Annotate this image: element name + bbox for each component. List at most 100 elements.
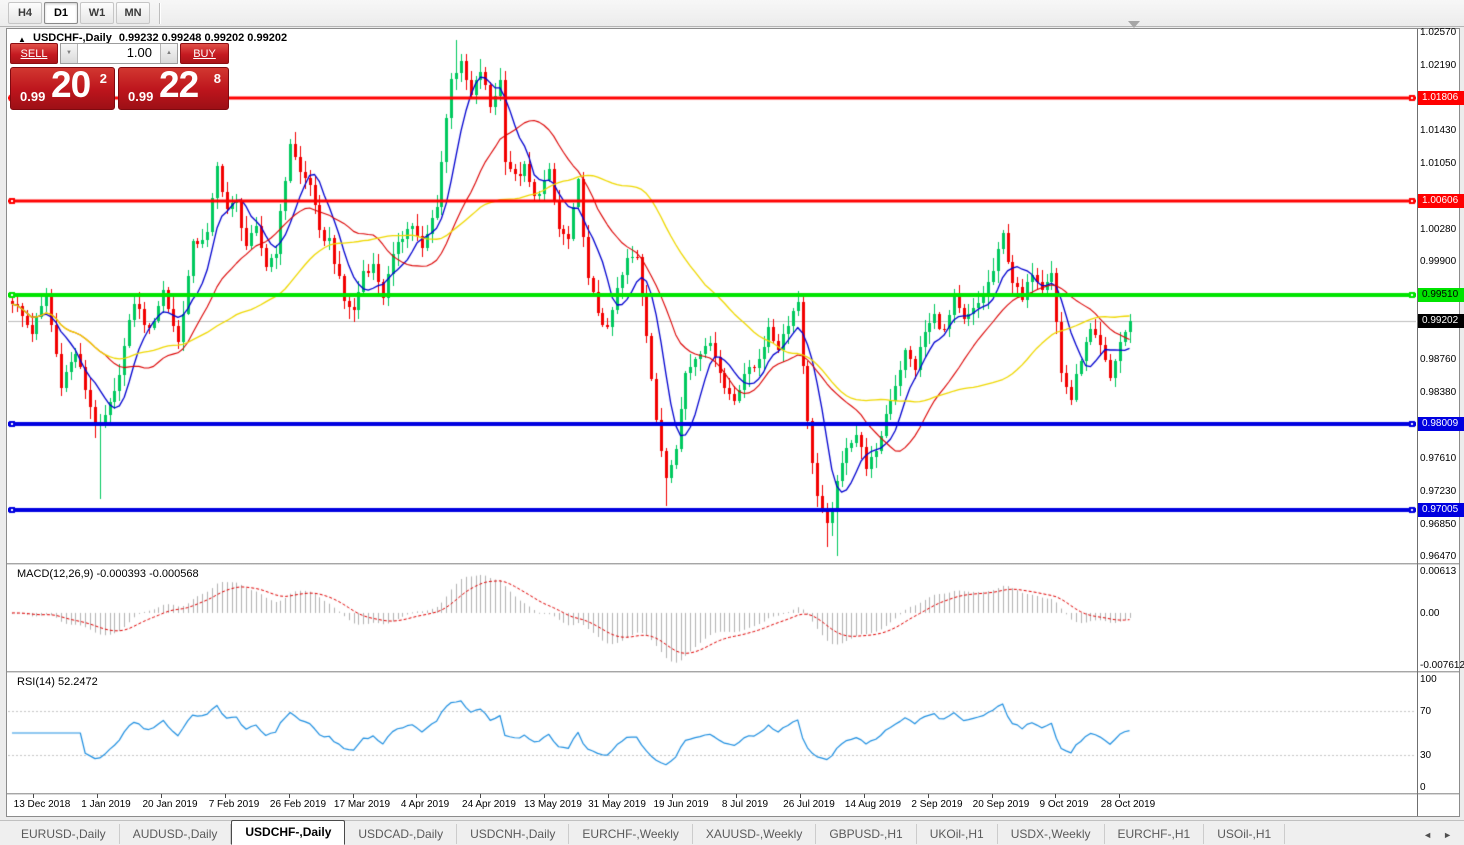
volume-decrease-button[interactable]: ▼ — [61, 44, 78, 63]
time-axis-label: 7 Feb 2019 — [208, 799, 260, 810]
rsi-axis-label: 0 — [1420, 782, 1426, 793]
time-axis-tick — [800, 794, 801, 798]
buy-price-point: 8 — [213, 71, 221, 86]
chart-ohlc-values: 0.99232 0.99248 0.99202 0.99202 — [118, 32, 288, 44]
time-axis-tick — [672, 794, 673, 798]
time-axis-label: 13 May 2019 — [524, 799, 582, 810]
chart-symbol-label: USDCHF-,Daily — [33, 32, 112, 44]
macd-axis-label: 0.00613 — [1420, 566, 1457, 577]
time-axis-tick — [97, 794, 98, 798]
price-level-label: 0.99510 — [1418, 288, 1464, 302]
price-axis-tick-label: 0.98380 — [1420, 387, 1457, 398]
timeframe-button-d1[interactable]: D1 — [44, 2, 78, 24]
macd-indicator-label: MACD(12,26,9) -0.000393 -0.000568 — [17, 568, 199, 580]
buy-price-button[interactable]: 0.99 22 8 — [118, 64, 229, 110]
time-axis-tick — [544, 794, 545, 798]
price-axis-tick-label: 1.02570 — [1420, 27, 1457, 38]
sell-price-pips: 20 — [51, 64, 91, 105]
price-level-label: 0.97005 — [1418, 503, 1464, 517]
price-axis-separator — [1417, 29, 1418, 816]
rsi-indicator-label: RSI(14) 52.2472 — [17, 676, 98, 688]
tab-scroll-arrows: ◄ ► — [1423, 830, 1464, 840]
chart-tab-usoil-h1[interactable]: USOil-,H1 — [1204, 824, 1286, 844]
price-axis-tick-label: 0.98760 — [1420, 354, 1457, 365]
pane-resize-handle-rsi[interactable] — [7, 671, 1459, 673]
time-axis-tick — [353, 794, 354, 798]
chart-tab-usdcad-daily[interactable]: USDCAD-,Daily — [345, 824, 458, 844]
price-axis-tick-label: 1.02190 — [1420, 60, 1457, 71]
price-level-label: 0.98009 — [1418, 417, 1464, 431]
time-axis-label: 14 Aug 2019 — [844, 799, 902, 810]
price-pane-canvas[interactable] — [8, 30, 1416, 563]
time-axis-label: 9 Oct 2019 — [1039, 799, 1089, 810]
time-axis-tick — [1055, 794, 1056, 798]
macd-axis-label: 0.00 — [1420, 608, 1440, 619]
time-axis-label: 20 Jan 2019 — [142, 799, 198, 810]
timeframe-button-mn[interactable]: MN — [116, 2, 150, 24]
sell-button[interactable]: SELL — [10, 43, 58, 64]
chart-title: USDCHF-,Daily 0.99232 0.99248 0.99202 0.9… — [33, 32, 287, 44]
toolbar-separator — [159, 2, 161, 24]
time-axis-label: 1 Jan 2019 — [81, 799, 131, 810]
volume-input[interactable]: 1.00 — [78, 44, 160, 63]
price-axis-tick-label: 1.01430 — [1420, 125, 1457, 136]
chart-window: ▲ USDCHF-,Daily 0.99232 0.99248 0.99202 0… — [6, 27, 1464, 817]
chart-tab-usdx-weekly[interactable]: USDX-,Weekly — [998, 824, 1105, 844]
time-axis-label: 26 Jul 2019 — [783, 799, 835, 810]
time-axis-tick — [1119, 794, 1120, 798]
chart-tab-usdcnh-daily[interactable]: USDCNH-,Daily — [457, 824, 570, 844]
sell-price-point: 2 — [99, 71, 107, 86]
scroll-to-end-icon — [1128, 21, 1140, 28]
price-axis-tick-label: 0.97230 — [1420, 486, 1457, 497]
rsi-pane-canvas[interactable] — [8, 673, 1416, 793]
time-axis-tick — [992, 794, 993, 798]
pane-resize-handle-macd[interactable] — [7, 563, 1459, 565]
price-level-label: 1.00606 — [1418, 194, 1464, 208]
time-axis-tick — [864, 794, 865, 798]
volume-stepper: ▼ 1.00 ▲ — [60, 43, 178, 64]
time-axis-label: 28 Oct 2019 — [1100, 799, 1156, 810]
chart-tab-eurchf-weekly[interactable]: EURCHF-,Weekly — [569, 824, 693, 844]
time-axis-tick — [736, 794, 737, 798]
price-axis-tick-label: 0.97610 — [1420, 453, 1457, 464]
price-axis-tick-label: 0.99900 — [1420, 256, 1457, 267]
time-axis-label: 13 Dec 2018 — [13, 799, 71, 810]
volume-increase-button[interactable]: ▲ — [160, 44, 177, 63]
pane-separator-bottom — [7, 793, 1459, 795]
time-axis-tick — [161, 794, 162, 798]
rsi-axis-label: 70 — [1420, 706, 1432, 717]
timeframe-button-h4[interactable]: H4 — [8, 2, 42, 24]
tab-scroll-left-icon[interactable]: ◄ — [1423, 830, 1433, 840]
chart-tab-eurusd-daily[interactable]: EURUSD-,Daily — [8, 824, 120, 844]
price-level-label: 1.01806 — [1418, 91, 1464, 105]
chart-tab-ukoil-h1[interactable]: UKOil-,H1 — [917, 824, 998, 844]
time-axis-tick — [225, 794, 226, 798]
chart-tab-gbpusd-h1[interactable]: GBPUSD-,H1 — [816, 824, 917, 844]
chart-tab-xauusd-weekly[interactable]: XAUUSD-,Weekly — [693, 824, 817, 844]
chart-tab-audusd-daily[interactable]: AUDUSD-,Daily — [120, 824, 232, 844]
sell-price-button[interactable]: 0.99 20 2 — [10, 64, 115, 110]
one-click-panel-toggle-icon[interactable]: ▲ — [18, 35, 26, 44]
time-axis-label: 4 Apr 2019 — [400, 799, 450, 810]
price-axis-tick-label: 1.00280 — [1420, 224, 1457, 235]
time-axis-tick — [928, 794, 929, 798]
chart-tab-usdchf-daily[interactable]: USDCHF-,Daily — [231, 820, 346, 845]
time-axis-tick — [608, 794, 609, 798]
time-axis-tick — [480, 794, 481, 798]
time-axis-label: 31 May 2019 — [588, 799, 646, 810]
macd-pane-canvas[interactable] — [8, 565, 1416, 671]
time-axis-label: 8 Jul 2019 — [721, 799, 769, 810]
tab-scroll-right-icon[interactable]: ► — [1443, 830, 1452, 840]
rsi-axis-label: 30 — [1420, 750, 1432, 761]
price-axis-tick-label: 1.01050 — [1420, 158, 1457, 169]
time-axis-label: 17 Mar 2019 — [333, 799, 391, 810]
timeframe-button-w1[interactable]: W1 — [80, 2, 114, 24]
chart-tab-eurchf-h1[interactable]: EURCHF-,H1 — [1105, 824, 1205, 844]
price-axis-tick-label: 0.96470 — [1420, 551, 1457, 562]
buy-button[interactable]: BUY — [180, 43, 229, 64]
timeframe-toolbar: H4 D1 W1 MN — [0, 0, 1464, 27]
rsi-axis-label: 100 — [1420, 674, 1437, 685]
price-level-label: 0.99202 — [1418, 314, 1464, 328]
time-axis-label: 24 Apr 2019 — [462, 799, 516, 810]
one-click-trade-panel: SELL ▼ 1.00 ▲ BUY 0.99 20 2 0.99 22 8 — [10, 43, 229, 110]
